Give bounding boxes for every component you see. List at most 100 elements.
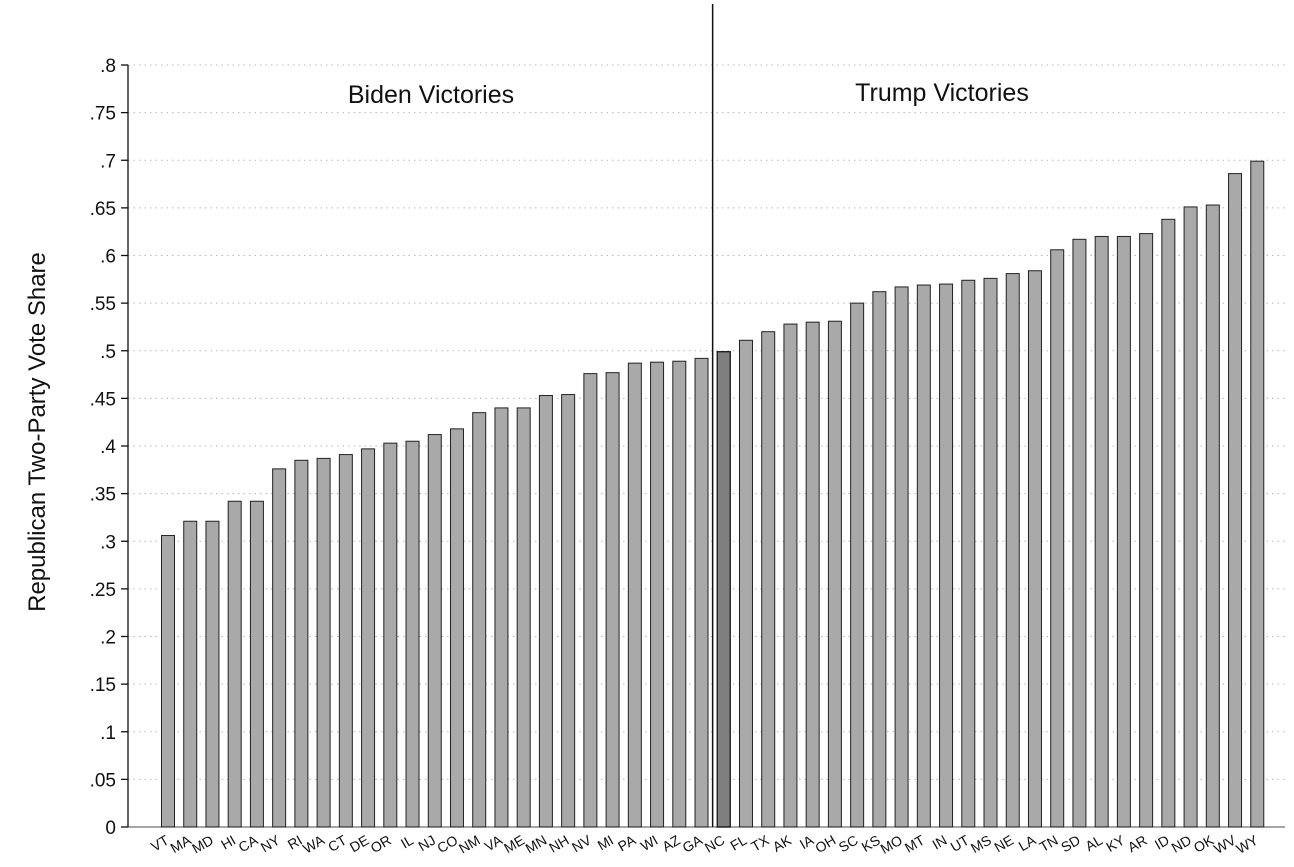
x-tick-label: SD xyxy=(1058,832,1083,856)
bar-ms xyxy=(983,277,998,828)
y-tick-label: .35 xyxy=(90,485,116,506)
x-tick-label: NM xyxy=(456,832,483,857)
bar-sd xyxy=(1072,238,1087,828)
bar-nv xyxy=(583,373,598,828)
bar-nh xyxy=(561,394,576,828)
annotation-biden-victories: Biden Victories xyxy=(348,81,514,109)
x-tick-label: RI xyxy=(285,832,305,853)
x-tick-label: NV xyxy=(569,831,594,855)
y-tick-label: .1 xyxy=(100,723,116,744)
x-tick-label: AK xyxy=(770,831,795,855)
x-tick-label: TN xyxy=(1037,832,1061,855)
x-tick-label: VT xyxy=(148,832,172,855)
bar-de xyxy=(361,448,376,828)
bar-oh xyxy=(827,320,842,828)
x-tick-label: MS xyxy=(968,832,994,856)
bar-wy xyxy=(1250,160,1265,828)
x-tick-label: TX xyxy=(748,831,772,854)
bar-al xyxy=(1094,235,1109,828)
x-tick-label: WI xyxy=(638,832,661,854)
x-tick-label: WA xyxy=(300,831,328,856)
bar-vt xyxy=(161,535,175,828)
bar-nm xyxy=(472,412,487,828)
bar-az xyxy=(672,360,687,828)
x-tick-label: HI xyxy=(218,832,238,853)
y-tick-label: .05 xyxy=(90,770,116,791)
bar-mn xyxy=(538,395,553,828)
bar-nd xyxy=(1183,206,1198,828)
bar-in xyxy=(939,283,954,828)
bar-ny xyxy=(272,468,287,828)
bar-wv xyxy=(1228,173,1243,828)
x-tick-label: MD xyxy=(189,832,216,857)
bar-or xyxy=(383,442,398,828)
bar-ut xyxy=(961,279,976,828)
bar-pa xyxy=(627,362,642,828)
y-tick-label: .6 xyxy=(100,247,116,268)
x-tick-label: LA xyxy=(1016,831,1039,854)
bar-ar xyxy=(1139,233,1154,828)
y-tick-label: .15 xyxy=(90,675,116,696)
x-tick-label: IN xyxy=(929,832,949,853)
bar-ct xyxy=(338,454,353,828)
x-tick-label: NJ xyxy=(415,832,438,854)
bar-wi xyxy=(650,361,665,828)
bar-id xyxy=(1161,218,1176,828)
y-tick-label: .5 xyxy=(100,342,116,363)
bar-ca xyxy=(249,500,264,828)
bar-ky xyxy=(1116,235,1131,828)
bar-va xyxy=(494,407,509,828)
bar-ok xyxy=(1205,204,1220,828)
x-tick-label: MN xyxy=(523,832,550,857)
bar-ia xyxy=(805,321,820,828)
y-tick-label: .8 xyxy=(100,56,116,77)
bar-nc xyxy=(716,351,731,828)
bar-mi xyxy=(605,372,620,828)
x-tick-label: MI xyxy=(595,832,616,854)
x-tick-label: KY xyxy=(1103,831,1128,855)
bar-hi xyxy=(227,500,242,828)
y-tick-label: .45 xyxy=(90,389,116,410)
bar-md xyxy=(205,520,220,828)
x-tick-label: ND xyxy=(1169,832,1195,856)
bar-fl xyxy=(738,339,753,828)
bar-mo xyxy=(894,286,909,828)
x-tick-label: MT xyxy=(902,832,928,856)
y-tick-label: .25 xyxy=(90,580,116,601)
y-axis-label: Republican Two-Party Vote Share xyxy=(24,252,51,612)
y-tick-label: .4 xyxy=(100,437,116,458)
annotation-trump-victories: Trump Victories xyxy=(855,79,1029,107)
y-tick-label: .3 xyxy=(100,532,116,553)
bar-ri xyxy=(294,459,309,828)
x-tick-label: NE xyxy=(991,832,1016,856)
bar-me xyxy=(516,407,531,828)
bar-ga xyxy=(694,357,709,828)
x-tick-label: FL xyxy=(727,832,749,854)
x-tick-label: ID xyxy=(1152,832,1172,853)
y-tick-label: 0 xyxy=(105,818,116,839)
x-tick-label: AL xyxy=(1082,832,1105,855)
bar-ks xyxy=(872,291,887,828)
bar-tn xyxy=(1050,249,1065,828)
y-tick-label: .55 xyxy=(90,294,116,315)
bar-ma xyxy=(183,520,198,828)
x-tick-label: AR xyxy=(1125,832,1150,856)
bars xyxy=(161,160,1265,828)
x-tick-label: NY xyxy=(258,831,283,855)
x-tick-label: CT xyxy=(325,832,350,855)
bar-tx xyxy=(761,331,776,828)
bar-mt xyxy=(916,284,931,828)
bar-wa xyxy=(316,457,331,828)
x-tick-label: NC xyxy=(702,832,728,856)
x-tick-label: OR xyxy=(368,832,394,856)
bar-ak xyxy=(783,323,798,828)
bar-co xyxy=(449,428,464,828)
y-tick-label: .75 xyxy=(90,104,116,125)
bar-la xyxy=(1027,270,1042,828)
x-tick-label: WY xyxy=(1233,831,1261,856)
x-tick-label: OH xyxy=(812,832,838,856)
y-tick-label: .7 xyxy=(100,151,116,172)
x-tick-label: SC xyxy=(836,832,861,856)
